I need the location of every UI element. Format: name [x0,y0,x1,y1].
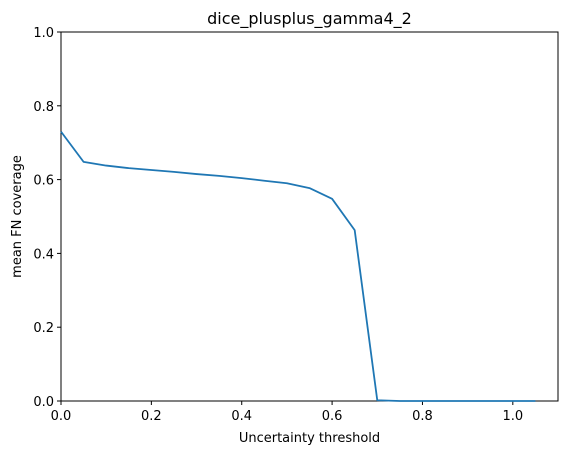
y-tick-label: 1.0 [33,26,54,41]
y-tick-label: 0.6 [33,174,54,189]
axes-frame [60,31,559,402]
series-line [60,131,536,402]
series-layer [60,131,536,402]
x-tick-label: 0.6 [322,409,343,424]
plot-area [60,31,559,402]
y-tick-label: 0.4 [33,247,54,262]
x-tick-label: 0.0 [51,409,72,424]
x-axis-label: Uncertainty threshold [239,431,380,446]
y-tick-label: 0.2 [33,321,54,336]
x-tick-label: 0.2 [141,409,162,424]
chart-title: dice_plusplus_gamma4_2 [207,9,412,29]
x-tick-label: 1.0 [502,409,523,424]
x-tick-label: 0.4 [231,409,252,424]
x-axis-ticks: 0.0 0.2 0.4 0.6 0.8 1.0 [51,401,523,424]
y-axis-ticks: 0.0 0.2 0.4 0.6 0.8 1.0 [33,26,61,410]
y-tick-label: 0.8 [33,100,54,115]
x-tick-label: 0.8 [412,409,433,424]
y-tick-label: 0.0 [33,395,54,410]
y-axis-label: mean FN coverage [10,155,25,278]
